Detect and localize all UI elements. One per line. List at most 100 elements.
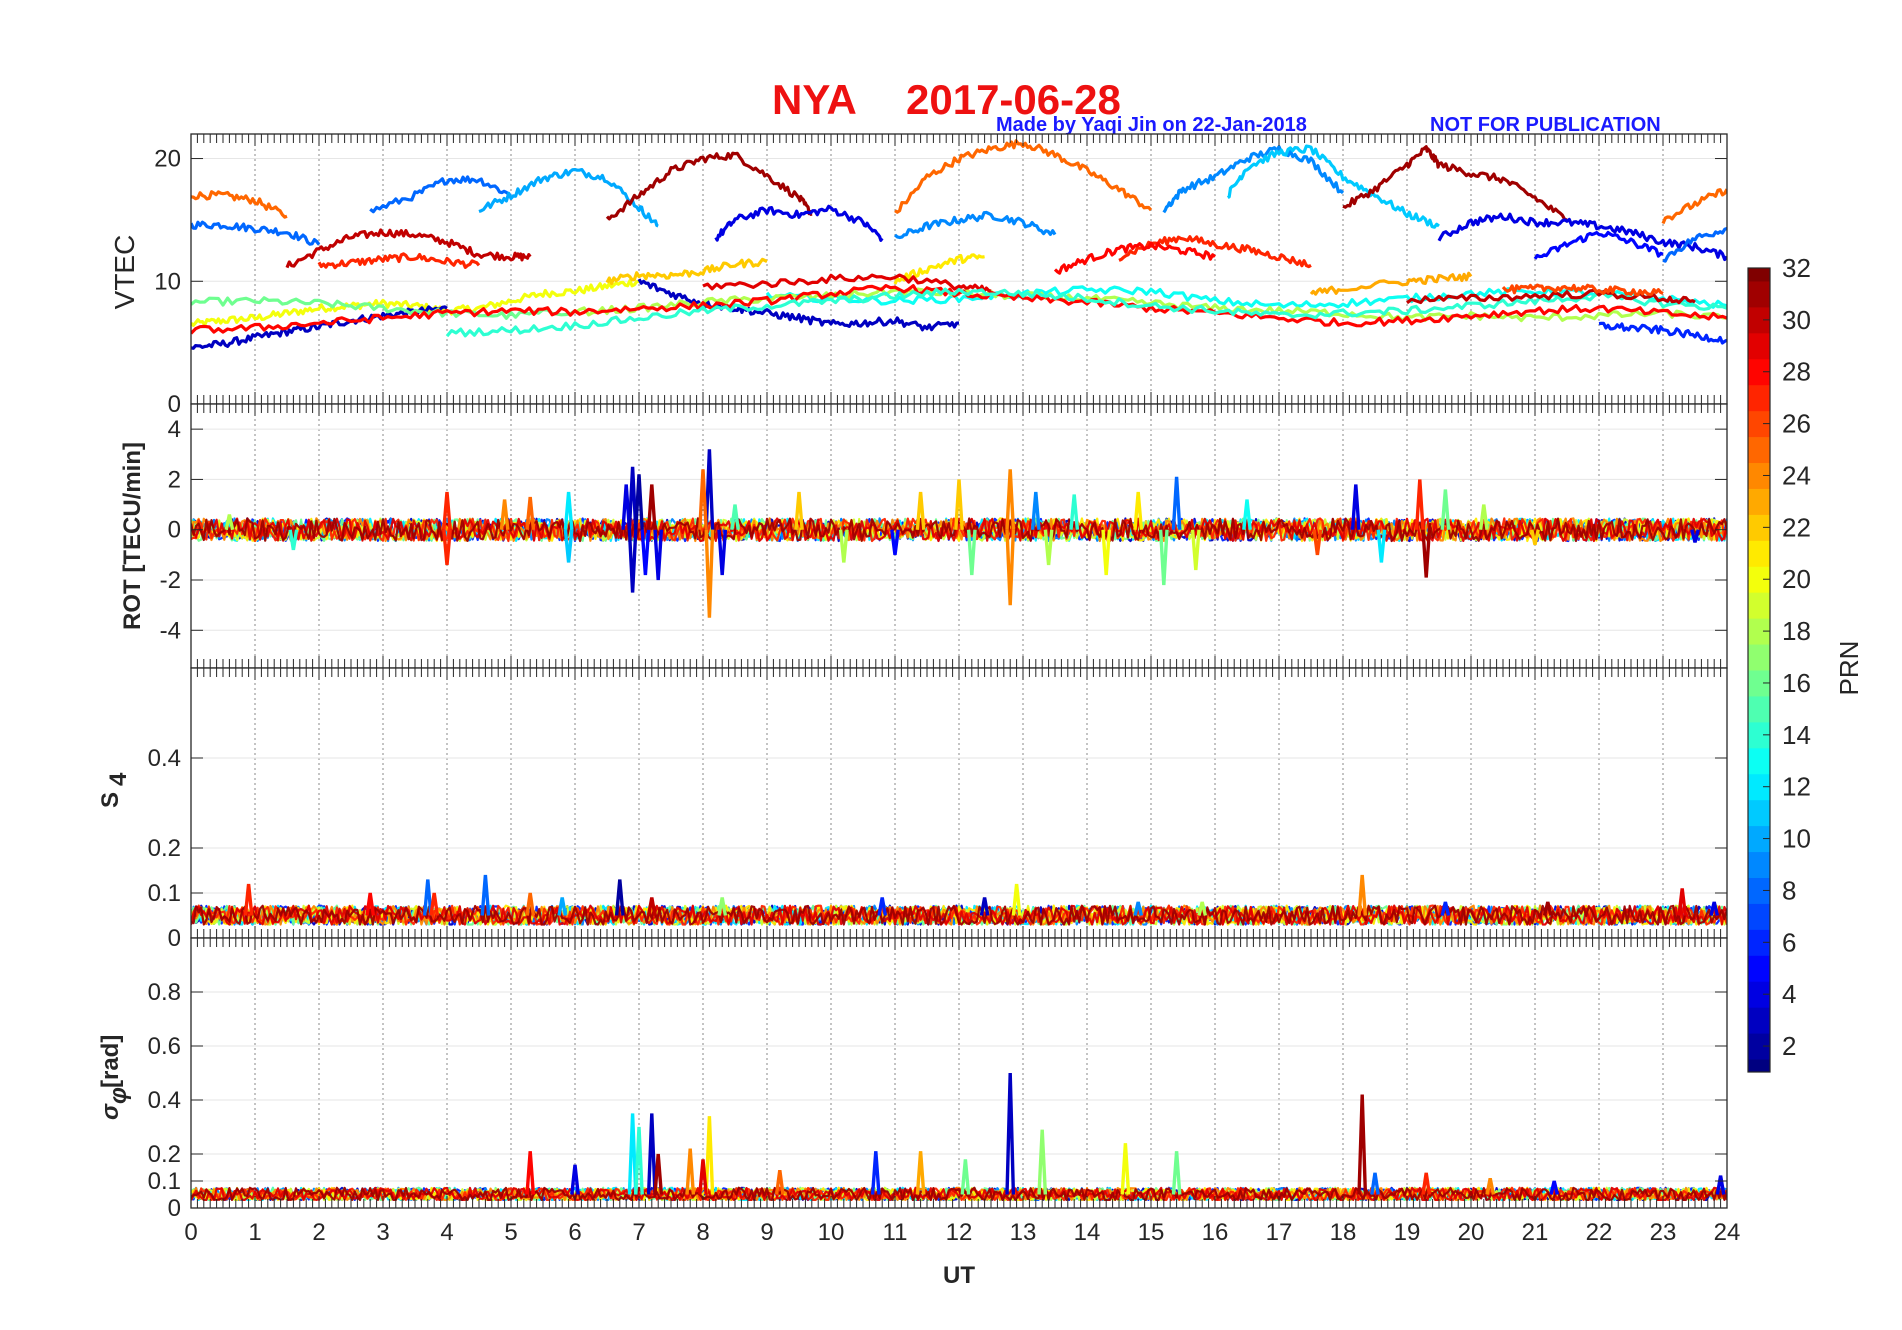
x-tick-label: 24 — [1714, 1219, 1741, 1246]
colorbar-segment-1 — [1748, 1059, 1770, 1073]
spike-prn-31 — [1357, 1094, 1368, 1195]
spike-prn-6 — [877, 897, 888, 916]
colorbar-tick-label: 4 — [1782, 979, 1796, 1009]
vtec-series-prn-22 — [605, 257, 768, 286]
spike-prn-6 — [1440, 901, 1451, 916]
colorbar-frame — [1747, 267, 1771, 1073]
colorbar-tick-label: 30 — [1782, 305, 1811, 335]
spike-prn-18 — [224, 514, 235, 531]
vtec-series-prn-8 — [191, 220, 321, 246]
spike-prn-24 — [1005, 469, 1016, 530]
vtec-series-prn-26 — [1501, 283, 1664, 297]
spike-prn-3 — [979, 897, 990, 916]
x-tick-label: 11 — [883, 1219, 908, 1246]
spike-prn-2 — [614, 879, 625, 916]
spike-prn-16 — [960, 1159, 971, 1195]
y-tick-label: 2 — [168, 466, 181, 493]
spike-prn-31 — [1421, 529, 1432, 578]
spike-prn-24 — [1485, 1177, 1496, 1195]
x-tick-label: 13 — [1010, 1219, 1037, 1246]
colorbar-segment-8 — [1748, 877, 1770, 904]
colorbar-segment-31 — [1748, 280, 1770, 308]
x-tick-label: 22 — [1586, 1219, 1613, 1246]
colorbar-segment-29 — [1748, 332, 1770, 360]
spike-prn-12 — [1376, 529, 1387, 563]
vtec-series-prn-16 — [191, 296, 576, 320]
spike-prn-25 — [774, 1169, 785, 1195]
colorbar-tick-label: 32 — [1782, 253, 1811, 283]
vtec-series-prn-8 — [1662, 226, 1727, 263]
y-tick-label: 4 — [168, 416, 181, 443]
x-tick-label: 7 — [632, 1219, 645, 1246]
colorbar-segment-3 — [1748, 1007, 1770, 1034]
spike-prn-24 — [1005, 529, 1016, 606]
vtec-series-prn-3 — [191, 305, 448, 350]
spike-prn-12 — [563, 491, 574, 530]
y-tick-label: 10 — [154, 268, 181, 295]
vtec-series-prn-5 — [1533, 230, 1664, 260]
spike-prn-10 — [557, 897, 568, 916]
spike-prn-4 — [1709, 901, 1720, 916]
spike-prn-20 — [1120, 1143, 1131, 1195]
spike-prn-30 — [646, 897, 657, 916]
spike-prn-16 — [1158, 529, 1169, 586]
spike-prn-29 — [698, 1159, 708, 1195]
series-layer — [191, 874, 1727, 926]
colorbar-tick-label: 14 — [1782, 720, 1811, 750]
vtec-series-prn-4 — [714, 204, 884, 242]
colorbar-tick-label: 2 — [1782, 1031, 1796, 1061]
spike-prn-27 — [442, 491, 452, 530]
colorbar-segment-23 — [1748, 488, 1770, 515]
spike-prn-14 — [1069, 494, 1080, 530]
y-tick-label: 0.1 — [148, 880, 181, 907]
vtec-series-prn-25 — [191, 190, 288, 219]
vtec-series-prn-27 — [317, 252, 481, 270]
vtec-series-prn-23 — [1309, 271, 1473, 296]
x-tick-label: 17 — [1266, 1219, 1293, 1246]
y-tick-label: 0.4 — [148, 1087, 181, 1114]
x-tick-label: 10 — [818, 1219, 845, 1246]
y-tick-label: 0.2 — [148, 835, 181, 862]
x-tick-label: 0 — [184, 1219, 197, 1246]
vtec-series-prn-28 — [1053, 241, 1217, 275]
vtec-series-prn-28 — [191, 284, 1727, 335]
spike-prn-20 — [1101, 529, 1112, 576]
colorbar-tick-label: 16 — [1782, 668, 1811, 698]
spike-prn-3 — [646, 1113, 657, 1195]
spike-prn-18 — [1478, 504, 1489, 530]
colorbar-tick-label: 6 — [1782, 927, 1796, 957]
vtec-series-prn-3 — [637, 278, 960, 332]
s4-panel: 0 0.1 0.2 0.4 — [148, 667, 1728, 952]
x-tick-label: 20 — [1458, 1219, 1485, 1246]
spike-prn-13 — [1242, 499, 1252, 530]
spike-prn-25 — [525, 892, 536, 916]
x-tick-label: 14 — [1074, 1219, 1101, 1246]
rot-y-label: ROT [TECU/min] — [119, 442, 146, 630]
spike-prn-22 — [915, 491, 926, 530]
x-tick-label: 4 — [440, 1219, 453, 1246]
colorbar-segment-25 — [1748, 436, 1770, 464]
x-tick-label: 19 — [1394, 1219, 1421, 1246]
spike-prn-5 — [890, 529, 900, 556]
spike-prn-21 — [1133, 491, 1144, 530]
spike-prn-9 — [1133, 901, 1144, 916]
x-tick-label: 3 — [376, 1219, 389, 1246]
colorbar-segment-13 — [1748, 747, 1770, 775]
vtec-y-label: VTEC — [109, 235, 140, 310]
noise-series-prn-31 — [191, 1186, 1727, 1202]
spike-prn-27 — [442, 529, 452, 566]
colorbar-segment-22 — [1748, 514, 1770, 541]
noise-series-prn-24 — [191, 517, 1727, 543]
sigma-phi-y-label-unit: [rad] — [97, 1035, 124, 1088]
spike-prn-4 — [570, 1164, 580, 1195]
colorbar-segment-27 — [1748, 384, 1770, 412]
x-tick-label: 16 — [1202, 1219, 1229, 1246]
vtec-series-prn-10 — [478, 168, 659, 228]
colorbar-segment-32 — [1748, 268, 1770, 282]
colorbar-tick-label: 20 — [1782, 564, 1811, 594]
vtec-series-prn-11 — [1226, 144, 1440, 229]
title-station: NYA — [772, 76, 857, 123]
vtec-series-prn-25 — [1661, 188, 1727, 225]
spike-prn-27 — [243, 883, 254, 916]
